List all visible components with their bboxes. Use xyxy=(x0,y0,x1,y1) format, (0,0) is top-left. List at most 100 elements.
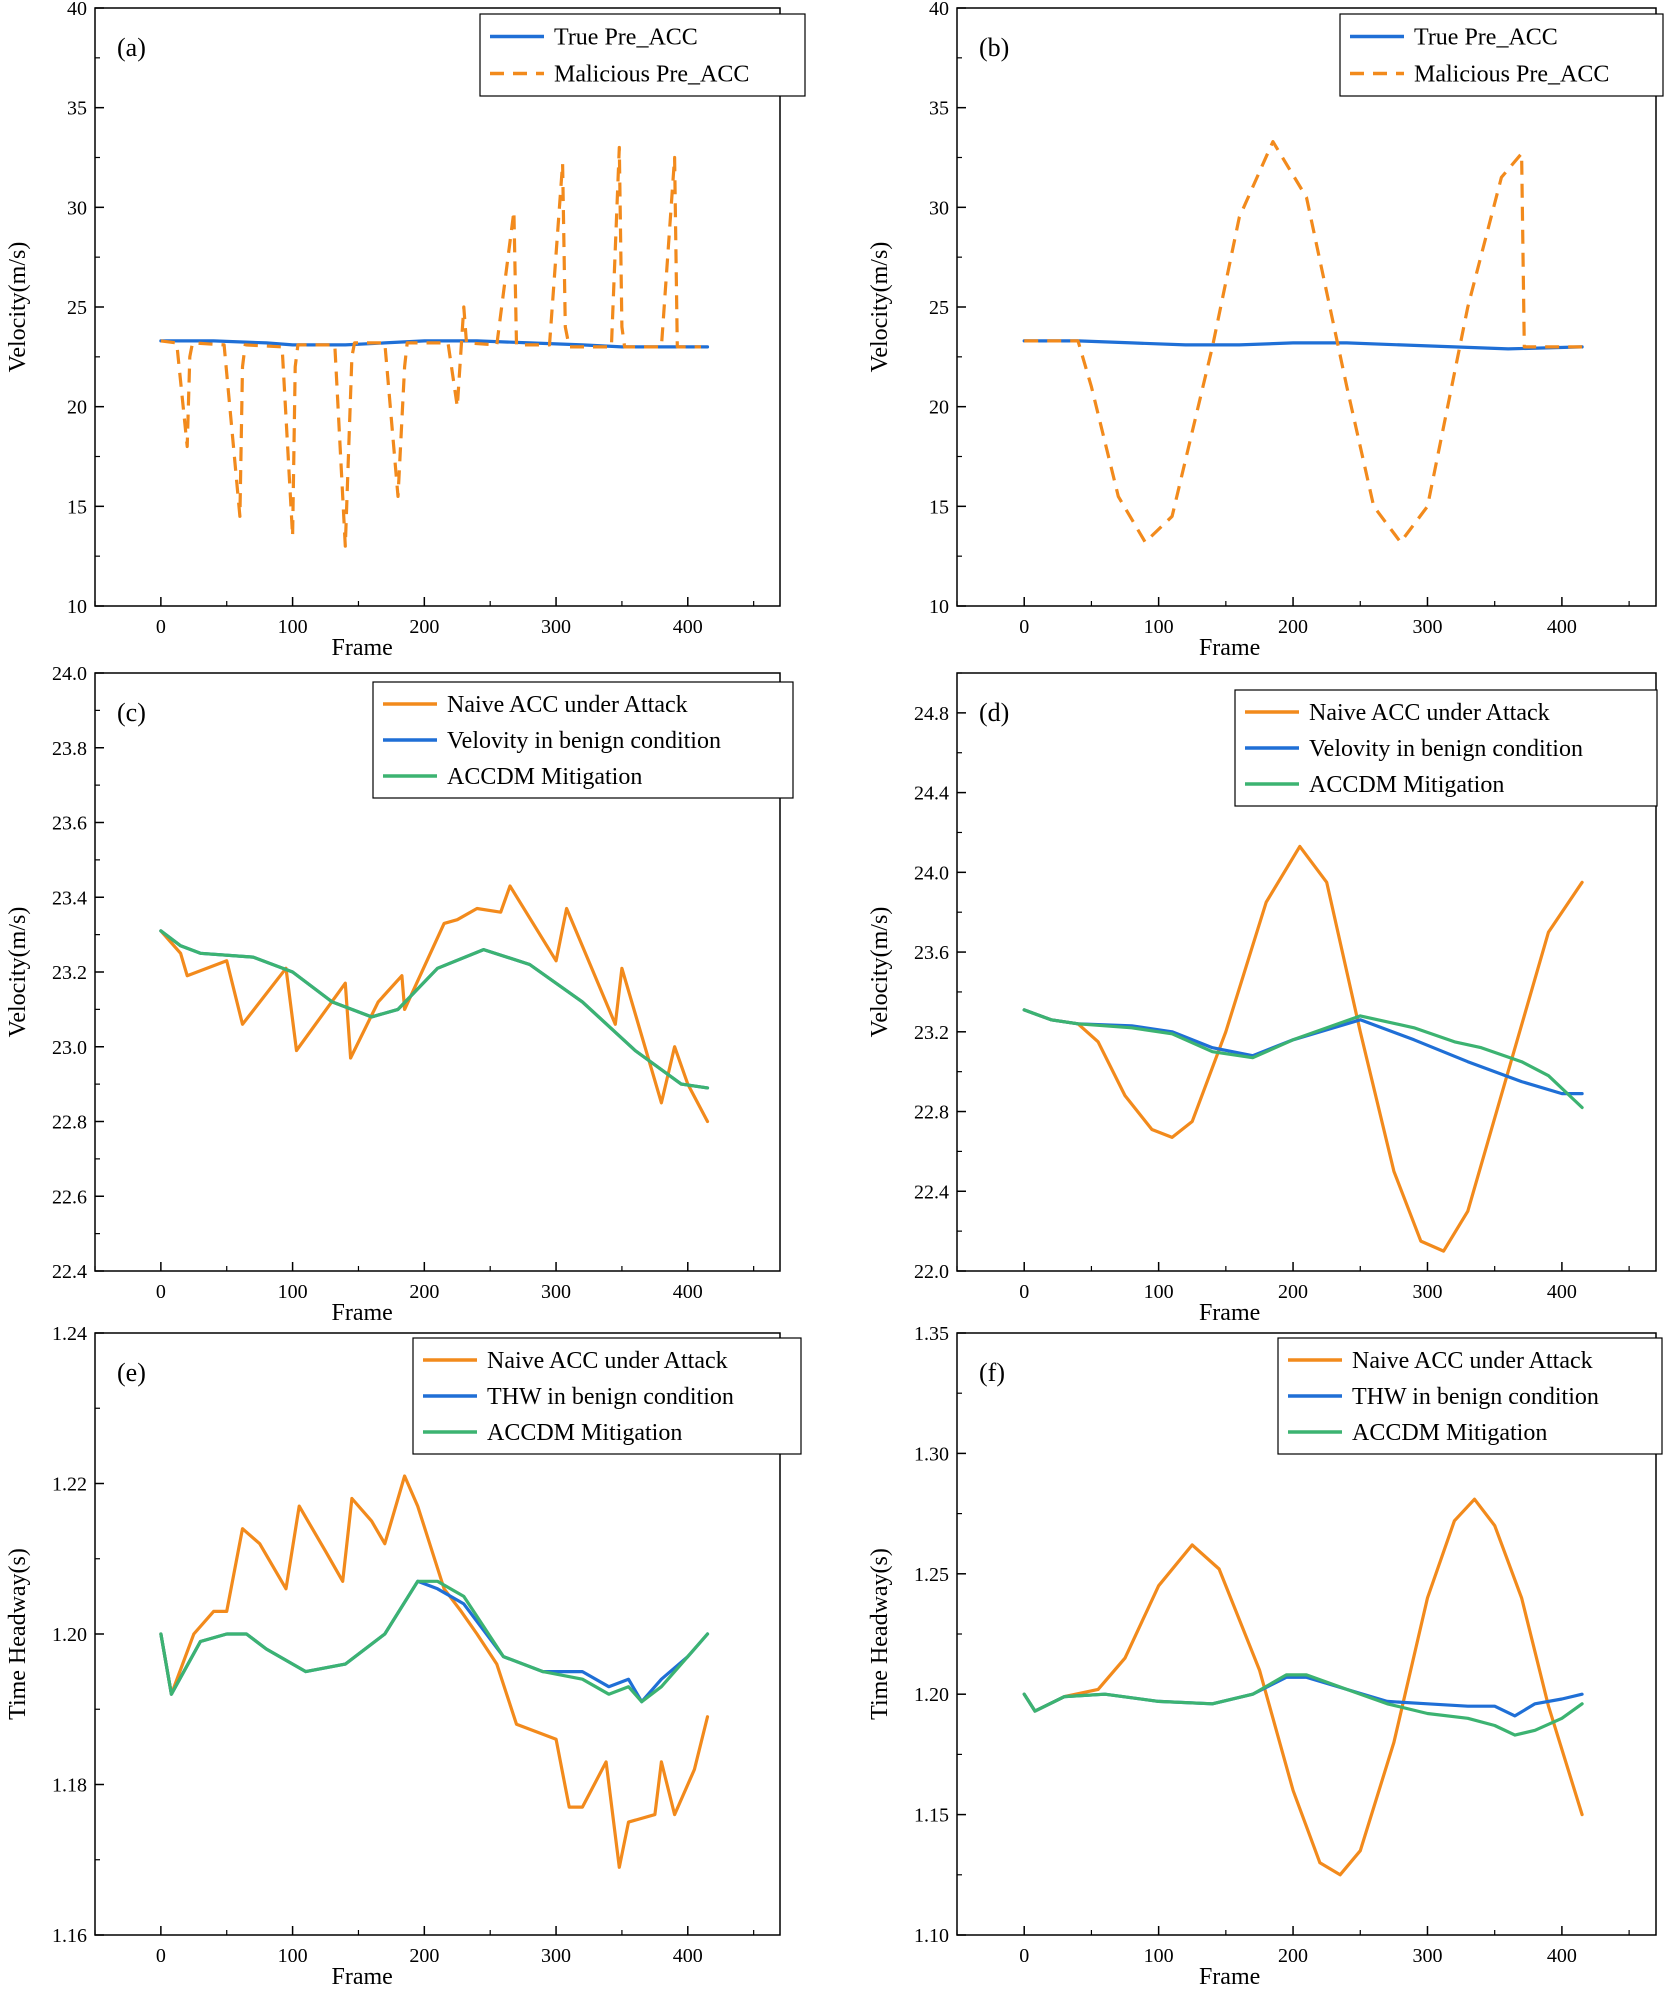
y-tick-label: 1.15 xyxy=(914,1805,949,1827)
x-tick-label: 0 xyxy=(1019,1945,1029,1967)
panel-label: (a) xyxy=(117,33,146,62)
series-line-naive-acc-under-attack xyxy=(1022,844,1584,1253)
series-line-malicious-pre-acc xyxy=(1024,140,1583,544)
y-tick-label: 30 xyxy=(67,197,87,219)
y-tick-label: 23.6 xyxy=(914,942,949,964)
x-tick-label: 100 xyxy=(1144,616,1174,638)
y-tick-label: 22.4 xyxy=(914,1181,949,1203)
legend-entry: Malicious Pre_ACC xyxy=(1414,62,1609,88)
y-tick-label: 35 xyxy=(929,98,949,120)
y-tick-label: 1.24 xyxy=(52,1323,87,1345)
chart-panel-b: 0 100 200 300 400 10 15 20 25 30 35 40 Frame Velocity… xyxy=(867,0,1664,661)
x-tick-label: 100 xyxy=(278,1945,308,1967)
legend-entry: Naive ACC under Attack xyxy=(447,692,688,718)
series-line-accdm-mitigation xyxy=(1022,1673,1584,1737)
chart-panel-e: 0 100 200 300 400 1.16 1.18 1.20 1.22 1.24 Frame Ti… xyxy=(5,1323,802,1990)
y-tick-label: 30 xyxy=(929,197,949,219)
series-line-accdm-mitigation xyxy=(159,929,710,1090)
x-tick-label: 0 xyxy=(156,616,166,638)
x-tick-label: 200 xyxy=(409,1281,439,1303)
series-line-true-pre-acc xyxy=(1022,339,1584,351)
legend-entry: Naive ACC under Attack xyxy=(1352,1348,1593,1374)
y-tick-label: 1.25 xyxy=(914,1564,949,1586)
series-line-naive-acc-under-attack xyxy=(159,1474,710,1869)
legend-entry: THW in benign condition xyxy=(1352,1384,1599,1410)
y-tick-label: 23.0 xyxy=(52,1037,87,1059)
x-tick-label: 400 xyxy=(673,1945,703,1967)
y-axis-title: Velocity(m/s) xyxy=(867,242,893,373)
x-tick-label: 100 xyxy=(1144,1945,1174,1967)
y-tick-label: 10 xyxy=(67,596,87,618)
x-tick-label: 400 xyxy=(1547,1945,1577,1967)
chart-panel-f: 0 100 200 300 400 1.10 1.15 1.20 1.25 1.30 1.35 Fra… xyxy=(867,1323,1663,1990)
series-line-naive-acc-under-attack xyxy=(159,884,710,1124)
x-tick-label: 300 xyxy=(1412,1281,1442,1303)
legend-entry: Velovity in benign condition xyxy=(1309,736,1583,762)
y-axis-title: Velocity(m/s) xyxy=(5,907,31,1038)
x-tick-label: 300 xyxy=(541,616,571,638)
y-tick-label: 20 xyxy=(929,397,949,419)
legend: True Pre_ACC Malicious Pre_ACC xyxy=(479,13,806,97)
y-tick-label: 10 xyxy=(929,596,949,618)
y-tick-label: 40 xyxy=(67,0,87,20)
y-tick-label: 1.10 xyxy=(914,1925,949,1947)
y-tick-label: 1.16 xyxy=(52,1925,87,1947)
x-tick-label: 300 xyxy=(541,1281,571,1303)
y-axis-title: Velocity(m/s) xyxy=(5,242,31,373)
legend-box xyxy=(372,681,794,799)
panel-label: (b) xyxy=(979,33,1009,62)
series-line-thw-in-benign-condition xyxy=(1022,1675,1584,1718)
x-tick-label: 200 xyxy=(1278,1281,1308,1303)
legend: True Pre_ACC Malicious Pre_ACC xyxy=(1339,13,1664,97)
y-tick-label: 23.4 xyxy=(52,887,87,909)
y-axis-title: Time Headway(s) xyxy=(867,1548,893,1720)
x-tick-label: 300 xyxy=(541,1945,571,1967)
x-axis-title: Frame xyxy=(331,635,392,661)
series-line-velovity-in-benign-condition xyxy=(159,929,710,1090)
x-axis-title: Frame xyxy=(331,1964,392,1990)
legend-entry: Velovity in benign condition xyxy=(447,728,721,754)
y-tick-label: 22.8 xyxy=(914,1102,949,1124)
chart-panel-c: 0 100 200 300 400 22.4 22.6 22.8 23.0 23.2 23.4 23.… xyxy=(5,663,794,1326)
y-tick-label: 22.4 xyxy=(52,1261,87,1283)
series-line-accdm-mitigation xyxy=(1022,1008,1584,1110)
y-tick-label: 24.8 xyxy=(914,703,949,725)
x-tick-label: 200 xyxy=(409,1945,439,1967)
y-tick-label: 24.0 xyxy=(914,862,949,884)
x-tick-label: 100 xyxy=(278,1281,308,1303)
y-tick-label: 23.6 xyxy=(52,813,87,835)
legend-entry: ACCDM Mitigation xyxy=(1309,772,1504,798)
x-tick-label: 0 xyxy=(156,1945,166,1967)
legend-entry: Naive ACC under Attack xyxy=(1309,700,1550,726)
y-tick-label: 22.8 xyxy=(52,1112,87,1134)
y-tick-label: 24.4 xyxy=(914,783,949,805)
y-tick-label: 22.0 xyxy=(914,1261,949,1283)
y-tick-label: 22.6 xyxy=(52,1186,87,1208)
x-tick-label: 0 xyxy=(1019,616,1029,638)
plot-frame xyxy=(956,7,1657,607)
legend-entry: ACCDM Mitigation xyxy=(487,1420,682,1446)
x-tick-label: 0 xyxy=(1019,1281,1029,1303)
legend-entry: True Pre_ACC xyxy=(554,25,698,51)
x-tick-label: 100 xyxy=(1144,1281,1174,1303)
y-tick-label: 1.35 xyxy=(914,1323,949,1345)
x-tick-label: 300 xyxy=(1412,1945,1442,1967)
y-tick-label: 35 xyxy=(67,98,87,120)
panel-label: (c) xyxy=(117,698,146,727)
x-tick-label: 200 xyxy=(1278,1945,1308,1967)
x-tick-label: 100 xyxy=(278,616,308,638)
y-tick-label: 24.0 xyxy=(52,663,87,685)
legend-box xyxy=(479,13,806,97)
series-line-accdm-mitigation xyxy=(159,1579,710,1704)
y-tick-label: 1.18 xyxy=(52,1775,87,1797)
series-line-velovity-in-benign-condition xyxy=(1022,1008,1584,1096)
x-tick-label: 0 xyxy=(156,1281,166,1303)
series-line-true-pre-acc xyxy=(159,339,710,349)
legend-entry: ACCDM Mitigation xyxy=(1352,1420,1547,1446)
x-tick-label: 300 xyxy=(1412,616,1442,638)
legend: Naive ACC under Attack Velovity in benign… xyxy=(372,681,794,799)
y-tick-label: 40 xyxy=(929,0,949,20)
y-tick-label: 1.20 xyxy=(52,1624,87,1646)
y-tick-label: 20 xyxy=(67,397,87,419)
